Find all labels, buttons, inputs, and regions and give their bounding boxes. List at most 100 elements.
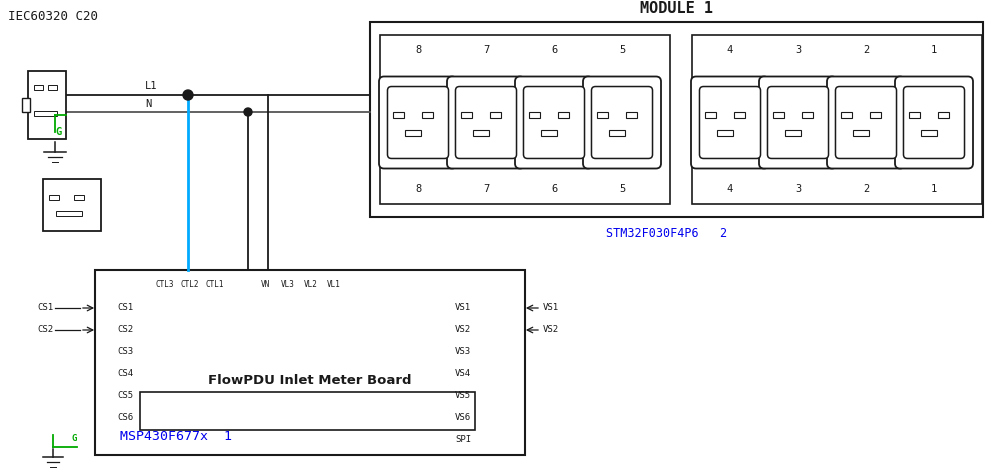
Text: MSP430F677x  1: MSP430F677x 1 xyxy=(120,430,232,443)
Bar xyxy=(22,98,30,112)
Text: MODULE 1: MODULE 1 xyxy=(640,1,713,16)
Text: 6: 6 xyxy=(551,45,557,55)
Text: IEC60320 C20: IEC60320 C20 xyxy=(8,10,98,23)
Text: CTL3: CTL3 xyxy=(156,280,174,289)
Text: VS2: VS2 xyxy=(543,326,559,335)
Text: 7: 7 xyxy=(483,184,489,194)
Text: 8: 8 xyxy=(415,45,421,55)
Bar xyxy=(48,85,57,89)
Bar xyxy=(404,130,420,135)
Bar xyxy=(56,211,82,216)
Text: G: G xyxy=(55,127,61,137)
Bar xyxy=(608,130,624,135)
FancyBboxPatch shape xyxy=(583,77,661,169)
Bar xyxy=(596,111,608,118)
FancyBboxPatch shape xyxy=(827,77,905,169)
FancyBboxPatch shape xyxy=(767,86,829,158)
Text: 4: 4 xyxy=(727,45,733,55)
Bar xyxy=(34,110,57,116)
Bar xyxy=(473,130,488,135)
Text: 1: 1 xyxy=(931,45,937,55)
Bar xyxy=(49,195,59,199)
Bar xyxy=(852,130,868,135)
Text: 1: 1 xyxy=(931,184,937,194)
Circle shape xyxy=(183,90,193,100)
FancyBboxPatch shape xyxy=(591,86,653,158)
Bar xyxy=(95,270,525,455)
Text: VS5: VS5 xyxy=(455,392,471,400)
Bar xyxy=(840,111,852,118)
Bar xyxy=(34,85,43,89)
Bar xyxy=(772,111,784,118)
Text: CS4: CS4 xyxy=(117,369,133,378)
Bar xyxy=(28,71,66,139)
Text: 3: 3 xyxy=(795,45,801,55)
Text: 7: 7 xyxy=(483,45,489,55)
FancyBboxPatch shape xyxy=(447,77,525,169)
Text: 5: 5 xyxy=(619,184,625,194)
FancyBboxPatch shape xyxy=(759,77,837,169)
Bar xyxy=(870,111,881,118)
Bar xyxy=(540,130,556,135)
Text: VS3: VS3 xyxy=(455,347,471,357)
Bar xyxy=(908,111,920,118)
Text: STM32F030F4P6   2: STM32F030F4P6 2 xyxy=(606,227,727,240)
Text: CS3: CS3 xyxy=(117,347,133,357)
Text: VL2: VL2 xyxy=(304,280,318,289)
Text: VL1: VL1 xyxy=(327,280,341,289)
Bar xyxy=(490,111,501,118)
Text: VS6: VS6 xyxy=(455,414,471,423)
FancyBboxPatch shape xyxy=(455,86,517,158)
Text: SPI: SPI xyxy=(455,436,471,445)
Bar xyxy=(938,111,948,118)
FancyBboxPatch shape xyxy=(379,77,457,169)
Text: 2: 2 xyxy=(863,45,869,55)
Text: G: G xyxy=(72,434,77,443)
Bar xyxy=(528,111,540,118)
Circle shape xyxy=(244,108,252,116)
Bar xyxy=(784,130,800,135)
FancyBboxPatch shape xyxy=(835,86,897,158)
Text: N: N xyxy=(145,99,151,109)
Text: CTL1: CTL1 xyxy=(206,280,224,289)
Text: CTL2: CTL2 xyxy=(181,280,199,289)
Text: 6: 6 xyxy=(551,184,557,194)
Bar xyxy=(920,130,936,135)
Text: VS1: VS1 xyxy=(543,304,559,313)
Text: 4: 4 xyxy=(727,184,733,194)
Bar xyxy=(626,111,637,118)
Bar xyxy=(140,392,475,430)
Bar xyxy=(558,111,568,118)
Bar xyxy=(380,35,670,204)
Text: L1: L1 xyxy=(145,81,158,91)
Text: 5: 5 xyxy=(619,45,625,55)
Text: FlowPDU Inlet Meter Board: FlowPDU Inlet Meter Board xyxy=(208,374,412,386)
FancyBboxPatch shape xyxy=(691,77,769,169)
Text: CS2: CS2 xyxy=(37,326,53,335)
FancyBboxPatch shape xyxy=(523,86,585,158)
Text: CS1: CS1 xyxy=(37,304,53,313)
Bar xyxy=(802,111,812,118)
Text: VS1: VS1 xyxy=(455,304,471,313)
Bar xyxy=(692,35,982,204)
Bar xyxy=(716,130,732,135)
Text: CS6: CS6 xyxy=(117,414,133,423)
Text: CS5: CS5 xyxy=(117,392,133,400)
FancyBboxPatch shape xyxy=(387,86,449,158)
Text: 3: 3 xyxy=(795,184,801,194)
Bar xyxy=(734,111,744,118)
FancyBboxPatch shape xyxy=(515,77,593,169)
Text: 2: 2 xyxy=(863,184,869,194)
Text: 8: 8 xyxy=(415,184,421,194)
FancyBboxPatch shape xyxy=(903,86,965,158)
Bar xyxy=(704,111,716,118)
Text: CS2: CS2 xyxy=(117,326,133,335)
Text: VS4: VS4 xyxy=(455,369,471,378)
Bar xyxy=(422,111,432,118)
FancyBboxPatch shape xyxy=(699,86,761,158)
Bar xyxy=(370,22,983,217)
Text: CS1: CS1 xyxy=(117,304,133,313)
Text: VL3: VL3 xyxy=(281,280,295,289)
Text: VN: VN xyxy=(260,280,270,289)
FancyBboxPatch shape xyxy=(895,77,973,169)
